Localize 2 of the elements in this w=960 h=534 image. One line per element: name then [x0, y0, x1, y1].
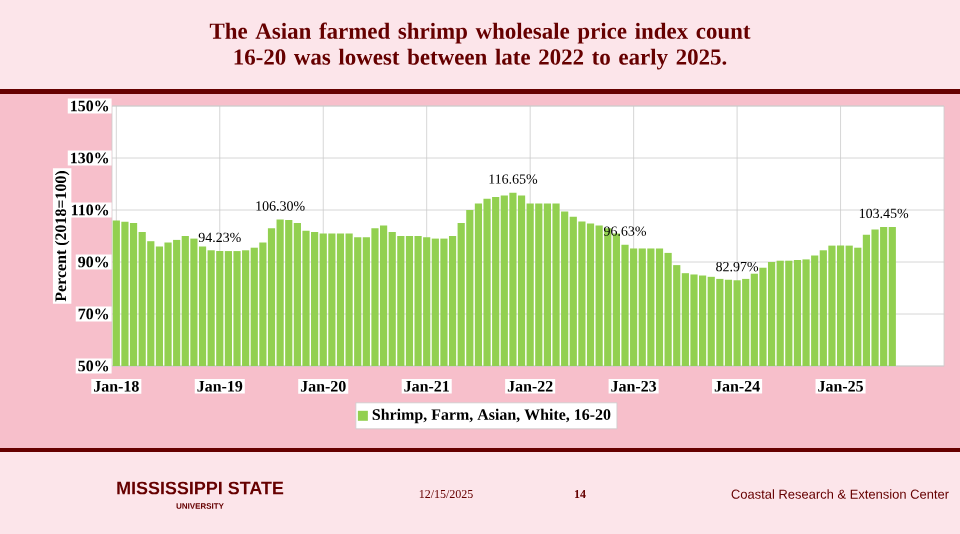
text: MISSISSIPPI STATE — [117, 481, 284, 495]
chart-title: The Asian farmed shrimp wholesale price index count 16-20 was lowest between late 2022 to early 2025. — [209, 22, 751, 70]
